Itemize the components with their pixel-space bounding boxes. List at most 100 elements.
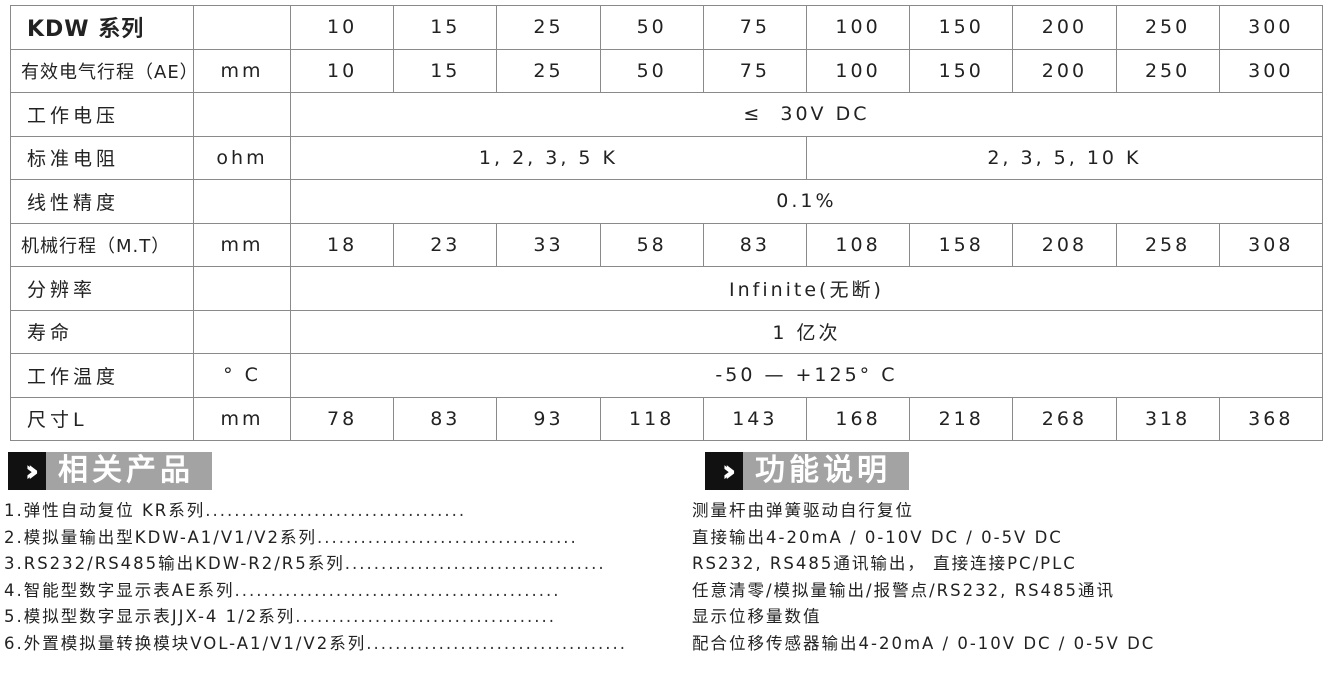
- row-label: 尺寸L: [10, 396, 194, 441]
- cell: 368: [1218, 396, 1323, 441]
- cell: 150: [909, 48, 1014, 93]
- row-label: 工作电压: [10, 92, 194, 137]
- section-title: 功能说明: [743, 452, 909, 490]
- cell: 25: [496, 48, 601, 93]
- cell: 15: [393, 48, 498, 93]
- row-label: 寿命: [10, 309, 194, 354]
- row-unit: [193, 266, 291, 311]
- cell: 258: [1115, 222, 1220, 267]
- item-text: 1.弹性自动复位 KR系列: [4, 501, 206, 520]
- cell: 10: [289, 48, 395, 93]
- item-text: 4.智能型数字显示表AE系列: [4, 580, 235, 600]
- cell: 10: [289, 5, 395, 50]
- cell: 83: [393, 396, 498, 441]
- list-item: 配合位移传感器输出4-20mA / 0-10V DC / 0-5V DC: [692, 633, 1156, 653]
- list-item: 显示位移量数值: [692, 607, 822, 626]
- cell: -50 — +125° C: [290, 353, 1323, 398]
- function-list: 测量杆由弹簧驱动自行复位 直接输出4-20mA / 0-10V DC / 0-5…: [692, 498, 1155, 657]
- dot-leader: ....................................: [205, 501, 467, 520]
- row-unit: [193, 309, 291, 354]
- cell: 150: [909, 5, 1014, 50]
- cell: 1, 2, 3, 5 K: [290, 135, 807, 180]
- cell: 100: [805, 5, 911, 50]
- cell: 0.1%: [290, 179, 1323, 224]
- cell: 143: [702, 396, 807, 441]
- item-text: 6.外置模拟量转换模块VOL-A1/V1/V2系列: [4, 633, 367, 653]
- cell: 23: [393, 222, 498, 267]
- cell: 218: [909, 396, 1014, 441]
- cell: 75: [702, 5, 807, 50]
- list-item: 5.模拟型数字显示表JJX-4 1/2系列...................…: [4, 604, 692, 631]
- cell: ≤ 30V DC: [290, 92, 1323, 137]
- cell: 33: [496, 222, 601, 267]
- table-row-voltage: 工作电压 ≤ 30V DC: [10, 92, 1323, 137]
- cell: 25: [496, 5, 601, 50]
- dot-leader: ....................................: [316, 527, 578, 547]
- list-item: 4.智能型数字显示表AE系列..........................…: [4, 578, 692, 605]
- table-row-resolution: 分辨率 Infinite(无断): [10, 266, 1323, 311]
- spec-table: KDW 系列 10 15 25 50 75 100 150 200 250 30…: [10, 5, 1323, 441]
- cell: 118: [599, 396, 704, 441]
- table-header-row: KDW 系列 10 15 25 50 75 100 150 200 250 30…: [10, 5, 1323, 50]
- cell: 58: [599, 222, 704, 267]
- table-row-mt: 机械行程（M.T） mm 18 23 33 58 83 108 158 208 …: [10, 222, 1323, 267]
- list-item: RS232, RS485通讯输出， 直接连接PC/PLC: [692, 554, 1077, 573]
- row-label: 机械行程（M.T）: [10, 222, 194, 267]
- cell: 168: [805, 396, 911, 441]
- related-products-list: 1.弹性自动复位 KR系列...........................…: [4, 498, 692, 657]
- function-description-heading: ›› 功能说明: [705, 452, 909, 490]
- related-products-heading: ›› 相关产品: [8, 452, 212, 490]
- cell: 93: [496, 396, 601, 441]
- cell: 158: [909, 222, 1014, 267]
- dot-leader: ....................................: [344, 554, 606, 573]
- row-label: 分辨率: [10, 266, 194, 311]
- cell: Infinite(无断): [290, 266, 1323, 311]
- row-unit: [193, 179, 291, 224]
- cell: 300: [1218, 5, 1323, 50]
- row-label: 线性精度: [10, 179, 194, 224]
- dot-leader: ....................................: [295, 607, 557, 626]
- cell: 1 亿次: [290, 309, 1323, 354]
- table-row-life: 寿命 1 亿次: [10, 309, 1323, 354]
- cell: 18: [289, 222, 395, 267]
- table-row-ae: 有效电气行程（AE） mm 10 15 25 50 75 100 150 200…: [10, 48, 1323, 93]
- cell: 108: [805, 222, 911, 267]
- table-title: KDW 系列: [10, 5, 194, 50]
- dot-leader: ........................................…: [234, 580, 561, 600]
- cell: 200: [1012, 5, 1117, 50]
- table-row-temperature: 工作温度 ° C -50 — +125° C: [10, 353, 1323, 398]
- empty-cell: [193, 5, 291, 50]
- list-item: 直接输出4-20mA / 0-10V DC / 0-5V DC: [692, 527, 1063, 547]
- list-item: 2.模拟量输出型KDW-A1/V1/V2系列..................…: [4, 525, 692, 552]
- item-text: 2.模拟量输出型KDW-A1/V1/V2系列: [4, 527, 317, 547]
- cell: 200: [1012, 48, 1117, 93]
- table-row-size: 尺寸L mm 78 83 93 118 143 168 218 268 318 …: [10, 396, 1323, 441]
- cell: 78: [289, 396, 395, 441]
- list-item: 3.RS232/RS485输出KDW-R2/R5系列..............…: [4, 551, 692, 578]
- cell: 300: [1218, 48, 1323, 93]
- cell: 268: [1012, 396, 1117, 441]
- row-label: 有效电气行程（AE）: [10, 48, 198, 93]
- section-title: 相关产品: [46, 452, 212, 490]
- cell: 15: [393, 5, 498, 50]
- cell: 100: [805, 48, 911, 93]
- cell: 318: [1115, 396, 1220, 441]
- dot-leader: ....................................: [366, 633, 628, 653]
- list-item: 6.外置模拟量转换模块VOL-A1/V1/V2系列...............…: [4, 631, 692, 658]
- row-label: 工作温度: [10, 353, 194, 398]
- cell: 2, 3, 5, 10 K: [805, 135, 1323, 180]
- double-chevron-icon: ››: [8, 452, 46, 490]
- item-text: 3.RS232/RS485输出KDW-R2/R5系列: [4, 554, 345, 573]
- row-unit: mm: [193, 222, 291, 267]
- list-item: 任意清零/模拟量输出/报警点/RS232, RS485通讯: [692, 580, 1116, 600]
- table-row-linearity: 线性精度 0.1%: [10, 179, 1323, 224]
- row-unit: mm: [193, 396, 291, 441]
- list-item: 测量杆由弹簧驱动自行复位: [692, 501, 914, 520]
- cell: 83: [702, 222, 807, 267]
- row-unit: mm: [193, 48, 291, 93]
- item-text: 5.模拟型数字显示表JJX-4 1/2系列: [4, 607, 296, 626]
- list-item: 1.弹性自动复位 KR系列...........................…: [4, 498, 692, 525]
- cell: 208: [1012, 222, 1117, 267]
- cell: 75: [702, 48, 807, 93]
- row-label: 标准电阻: [10, 135, 194, 180]
